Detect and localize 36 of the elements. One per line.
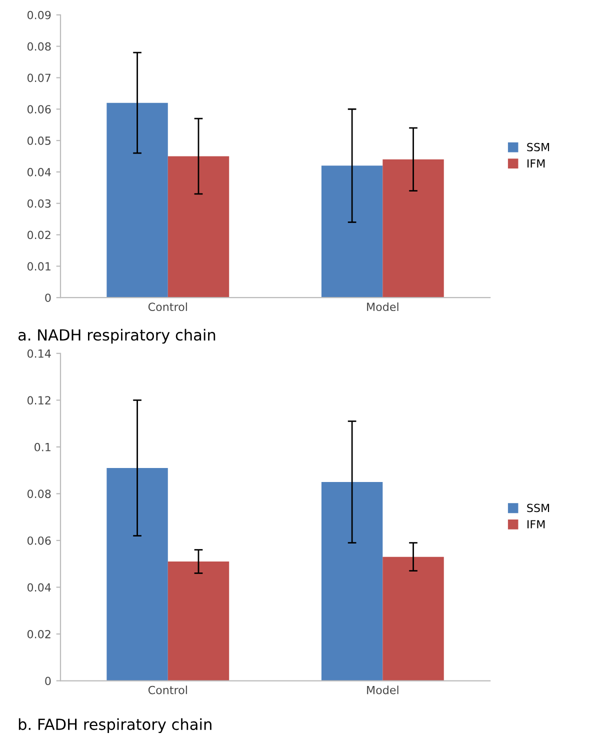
x-tick-label: Control (148, 686, 187, 694)
bar (168, 156, 230, 298)
text: a. NADH respiratory chain (18, 328, 216, 344)
bar (321, 482, 383, 681)
bar (321, 166, 383, 298)
bar (106, 468, 168, 681)
bar (106, 102, 168, 298)
legend-label: SSM (527, 142, 550, 152)
y-tick-label: 0.08 (27, 42, 51, 51)
legend-label: IFM (528, 159, 545, 168)
x-tick-label: Control (148, 302, 187, 312)
x-tick-label: Model (367, 302, 398, 312)
y-tick-label: 0.01 (27, 262, 50, 271)
y-tick-label: 0.06 (27, 105, 51, 114)
y-tick-label: 0.14 (27, 349, 51, 358)
legend-label: SSM (527, 504, 550, 512)
y-tick-label: 0 (45, 676, 51, 686)
bar (382, 556, 444, 681)
bar (168, 562, 230, 681)
y-tick-label: 0.02 (27, 630, 50, 638)
y-tick-label: 0.02 (27, 230, 50, 240)
y-tick-label: 0.04 (27, 583, 51, 592)
y-tick-label: 0.1 (34, 442, 50, 452)
bar (382, 159, 444, 298)
x-tick-label: Model (367, 686, 398, 694)
y-tick-label: 0 (45, 294, 51, 302)
y-tick-label: 0.04 (27, 168, 51, 176)
y-tick-label: 0.05 (27, 136, 50, 145)
y-tick-label: 0.06 (27, 536, 51, 545)
text: b. FADH respiratory chain (18, 718, 212, 734)
y-tick-label: 0.03 (27, 199, 51, 208)
legend-label: IFM (528, 520, 545, 528)
y-tick-label: 0.07 (27, 74, 51, 82)
y-tick-label: 0.09 (27, 10, 51, 20)
y-tick-label: 0.08 (27, 490, 51, 498)
y-tick-label: 0.12 (27, 396, 50, 405)
